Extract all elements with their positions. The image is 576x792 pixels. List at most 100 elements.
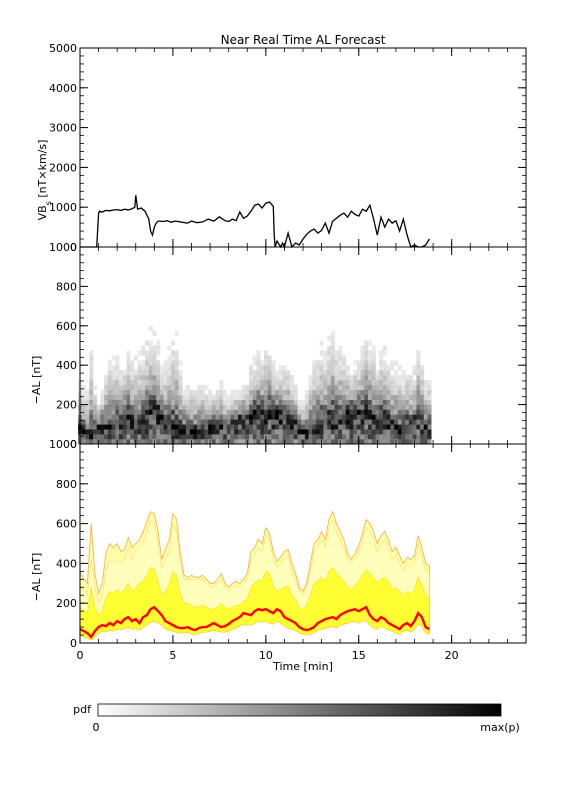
y-tick-label: 400 (56, 359, 77, 372)
pdf-cell (408, 424, 413, 430)
pdf-cell (182, 439, 187, 445)
pdf-cell (364, 434, 369, 440)
pdf-cell (420, 424, 425, 430)
pdf-cell (405, 429, 410, 435)
pdf-cell (211, 409, 216, 415)
pdf-cell (81, 384, 86, 391)
pdf-cell (89, 380, 94, 386)
pdf-cell (145, 370, 149, 376)
pdf-cell (264, 380, 268, 386)
pdf-cell (156, 404, 161, 410)
pdf-cell (156, 360, 161, 366)
pdf-cell (93, 434, 97, 440)
pdf-cell (379, 360, 384, 366)
forecast-median-line (79, 605, 430, 639)
pdf-cell (208, 394, 213, 400)
pdf-cell (338, 399, 343, 405)
pdf-cell (379, 394, 384, 400)
pdf-cell (353, 439, 358, 445)
pdf-cell (189, 404, 194, 410)
pdf-cell (145, 409, 149, 415)
pdf-cell (371, 360, 376, 366)
pdf-cell (167, 365, 172, 371)
pdf-cell (230, 439, 235, 445)
pdf-cell (204, 384, 209, 391)
pdf-cell (145, 419, 149, 425)
al-pdf-panel: 0 200 400 600 800 1000 −AL [nT] (30, 241, 527, 451)
pdf-cell (148, 399, 153, 405)
pdf-cell (130, 399, 135, 405)
pdf-cell (427, 389, 432, 395)
pdf-cell (334, 429, 339, 435)
pdf-cell (171, 340, 176, 346)
pdf-cell (290, 434, 294, 440)
pdf-cell (397, 389, 402, 395)
pdf-cell (185, 384, 190, 391)
pdf-cell (323, 434, 328, 440)
pdf-cell (327, 404, 332, 410)
pdf-cell (96, 424, 101, 430)
pdf-cell (282, 384, 287, 391)
pdf-cell (323, 384, 328, 391)
pdf-cell (427, 380, 432, 386)
pdf-cell (278, 419, 283, 425)
pdf-cell (379, 384, 384, 391)
pdf-cell (245, 389, 250, 395)
pdf-cell (412, 409, 417, 415)
pdf-cell (334, 350, 339, 356)
pdf-cell (345, 394, 350, 400)
pdf-cell (100, 389, 105, 395)
pdf-cell (182, 399, 187, 405)
pdf-cell (364, 414, 369, 420)
pdf-cell (360, 350, 365, 356)
pdf-cell (364, 375, 369, 381)
al-pdf-heatmap (78, 325, 432, 445)
pdf-cell (349, 434, 354, 440)
pdf-cell (327, 439, 332, 445)
pdf-cell (122, 419, 127, 425)
pdf-cell (81, 424, 86, 430)
pdf-cell (249, 365, 254, 371)
pdf-cell (397, 365, 402, 371)
pdf-cell (271, 399, 276, 405)
pdf-cell (174, 419, 179, 425)
pdf-cell (275, 384, 280, 391)
pdf-cell (211, 434, 216, 440)
pdf-cell (137, 350, 142, 356)
pdf-cell (360, 429, 365, 435)
pdf-cell (368, 384, 372, 391)
pdf-cell (275, 380, 280, 386)
pdf-cell (174, 365, 179, 371)
pdf-cell (148, 434, 153, 440)
pdf-cell (271, 360, 276, 366)
pdf-cell (119, 414, 123, 420)
pdf-cell (197, 434, 202, 440)
pdf-cell (252, 409, 257, 415)
pdf-cell (271, 365, 276, 371)
pdf-cell (349, 424, 354, 430)
pdf-cell (356, 380, 361, 386)
pdf-cell (107, 434, 112, 440)
pdf-cell (267, 399, 272, 405)
pdf-cell (308, 389, 313, 395)
pdf-cell (293, 439, 298, 445)
pdf-cell (267, 370, 272, 376)
pdf-cell (401, 399, 406, 405)
pdf-cell (256, 429, 261, 435)
pdf-cell (379, 350, 384, 356)
pdf-cell (126, 389, 131, 395)
pdf-cell (360, 424, 365, 430)
pdf-cell (163, 424, 168, 430)
pdf-cell (148, 370, 153, 376)
pdf-cell (141, 360, 146, 366)
pdf-cell (371, 365, 376, 371)
pdf-cell (360, 375, 365, 381)
pdf-cell (174, 350, 179, 356)
pdf-cell (394, 404, 399, 410)
pdf-cell (159, 375, 164, 381)
pdf-cell (353, 399, 358, 405)
pdf-cell (230, 429, 235, 435)
pdf-cell (278, 424, 283, 430)
pdf-cell (416, 375, 421, 381)
pdf-cell (282, 414, 287, 420)
